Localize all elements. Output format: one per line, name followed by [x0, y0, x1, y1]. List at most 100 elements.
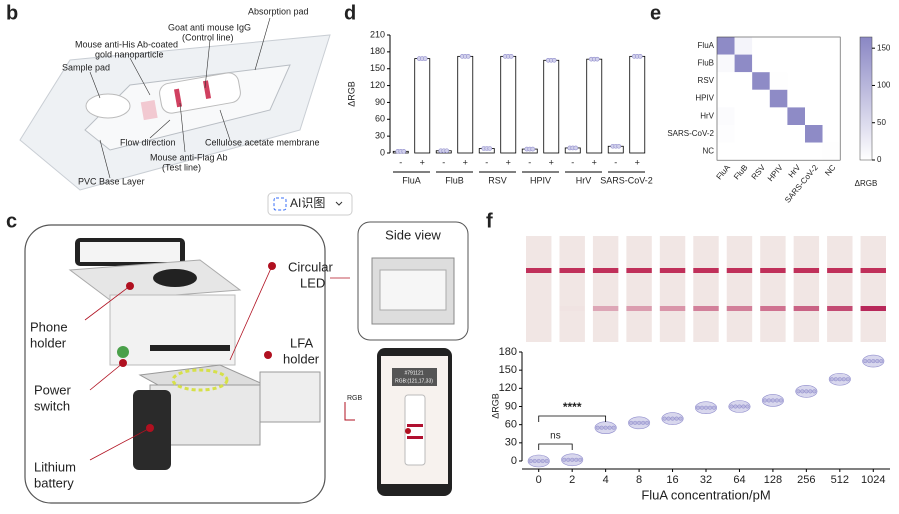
annotation: Lithium [34, 459, 76, 474]
ai-icon[interactable] [273, 197, 287, 211]
ai-button[interactable]: AI识图 [267, 192, 353, 216]
dropdown-arrow[interactable] [335, 201, 343, 206]
test-line [626, 306, 652, 311]
bar [586, 58, 603, 154]
x-tick-label: - [399, 157, 402, 167]
y-tick-label: NC [702, 147, 714, 156]
heatmap-cell [717, 125, 735, 143]
control-line [726, 268, 753, 273]
data-point [637, 420, 642, 425]
bar [543, 59, 560, 154]
phone-screen [344, 348, 452, 496]
control-line [760, 268, 786, 273]
rgb-readout: RGB:(121,17,33) [395, 378, 433, 384]
heatmap-cell [734, 37, 753, 55]
x-tick-label: 512 [831, 474, 849, 486]
heatmap-cell [787, 107, 805, 125]
heatmap-cell [717, 72, 735, 90]
heatmap-cell [752, 125, 770, 143]
data-point [729, 404, 734, 409]
y-tick-label: 90 [505, 400, 517, 412]
annotation: switch [34, 398, 70, 413]
annotation: PVC Base Layer [78, 176, 145, 186]
group-label: HPIV [530, 175, 551, 185]
data-point [508, 54, 514, 59]
lfa-strip [726, 236, 753, 342]
y-tick-label: 150 [499, 364, 517, 376]
group-label: RSV [488, 175, 507, 185]
heatmap-cell [787, 125, 805, 143]
x-tick-label: + [549, 157, 554, 167]
heatmap-cell [734, 125, 753, 143]
data-point [879, 359, 884, 364]
data-point [633, 420, 638, 425]
lfa-strip [526, 236, 552, 342]
x-tick-label: + [420, 157, 425, 167]
heatmap-cell [769, 89, 788, 108]
x-tick-label: + [463, 157, 468, 167]
annotation: Sample pad [62, 62, 110, 72]
heatmap-cell [769, 125, 788, 143]
data-point [867, 359, 872, 364]
x-tick-label: + [592, 157, 597, 167]
data-point [566, 457, 571, 462]
x-tick-label: 256 [797, 474, 815, 486]
y-tick-label: SARS-CoV-2 [667, 129, 714, 138]
heatmap-cell [769, 107, 788, 125]
control-line [626, 268, 652, 273]
group-label: SARS-CoV-2 [600, 175, 653, 185]
hex-readout: #791121 [404, 370, 423, 376]
heatmap-cell [717, 107, 735, 125]
lfa-strip [760, 236, 786, 342]
x-tick-label: 4 [603, 474, 609, 486]
heatmap-cell [752, 107, 770, 125]
annotation: gold nanoparticle [95, 49, 164, 59]
x-tick-label: + [506, 157, 511, 167]
heatmap-cell [717, 89, 735, 108]
bar [457, 55, 474, 154]
lfa-strip [659, 236, 686, 342]
data-point [766, 398, 771, 403]
significance-bracket [538, 443, 573, 450]
colorbar-label: ΔRGB [855, 179, 878, 188]
x-tick-label: 0 [536, 474, 542, 486]
data-point [666, 416, 671, 421]
heatmap-cell [752, 89, 770, 108]
heatmap-cell [822, 142, 841, 161]
x-tick-label: 16 [666, 474, 678, 486]
data-point [808, 389, 813, 394]
annotation-lines [89, 17, 271, 179]
panel-label: b [6, 2, 18, 24]
data-point [641, 420, 646, 425]
annotation: Circular [288, 259, 333, 274]
y-axis-label: ΔRGB [346, 81, 356, 107]
data-point [833, 377, 838, 382]
data-point [444, 148, 450, 154]
ai-button-label[interactable]: AI识图 [290, 196, 325, 210]
control-line [659, 268, 686, 273]
heatmap-cell [822, 125, 841, 143]
annotation: Flow direction [120, 137, 176, 147]
lfa-strip-illustration [19, 34, 331, 191]
lfa-strip [860, 236, 886, 342]
ai-button-frame[interactable] [267, 192, 353, 216]
heatmap-cell [822, 37, 841, 55]
data-point [637, 54, 643, 59]
data-point [595, 425, 600, 430]
annotation: Mouse anti-His Ab-coated [75, 39, 178, 49]
heatmap-cell [805, 142, 823, 161]
data-point [829, 377, 834, 382]
y-axis-label: ΔRGB [490, 393, 500, 419]
annotation: (Test line) [162, 162, 201, 172]
y-tick-label: 0 [380, 147, 385, 157]
annotation: Mouse anti-Flag Ab [150, 152, 228, 162]
panel-label: e [650, 2, 661, 24]
data-point [796, 389, 801, 394]
annotation: Side view [385, 227, 441, 242]
heatmap-cell [734, 107, 753, 125]
panel-label: f [486, 210, 493, 232]
data-point [841, 377, 846, 382]
test-line [592, 306, 619, 311]
y-tick-label: 150 [370, 63, 385, 73]
